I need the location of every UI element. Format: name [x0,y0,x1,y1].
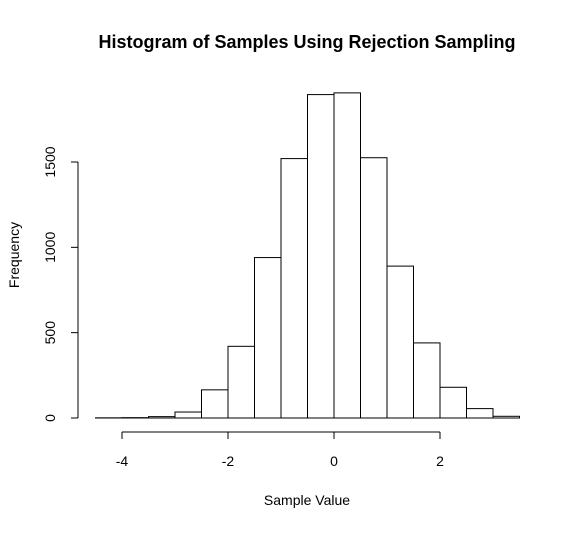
y-tick-label: 1500 [42,146,58,177]
histogram-bar [255,258,282,418]
histogram-bar [440,387,467,418]
x-tick-label: 0 [330,453,338,469]
histogram-bar [281,159,308,418]
histogram-bar [175,412,202,418]
chart-title: Histogram of Samples Using Rejection Sam… [98,32,515,52]
histogram-bar [228,346,255,418]
histogram-bar [493,416,520,418]
y-tick-label: 1000 [42,232,58,263]
y-tick-label: 0 [42,414,58,422]
histogram-bar [149,417,176,418]
histogram-bar [414,343,441,418]
histogram-bar [308,95,335,418]
x-tick-label: 2 [436,453,444,469]
y-axis: 0 500 1000 1500 [42,146,78,422]
histogram-bar [467,409,494,418]
histogram-bar [361,158,388,418]
histogram-bar [334,93,361,418]
x-tick-label: -4 [116,453,129,469]
x-axis-label: Sample Value [264,492,350,508]
histogram-bar [387,266,414,418]
x-tick-label: -2 [222,453,235,469]
y-axis-label: Frequency [6,222,22,288]
histogram-bars [96,93,520,418]
y-tick-label: 500 [42,321,58,345]
histogram-bar [202,390,229,418]
x-axis: -4 -2 0 2 [116,432,444,469]
